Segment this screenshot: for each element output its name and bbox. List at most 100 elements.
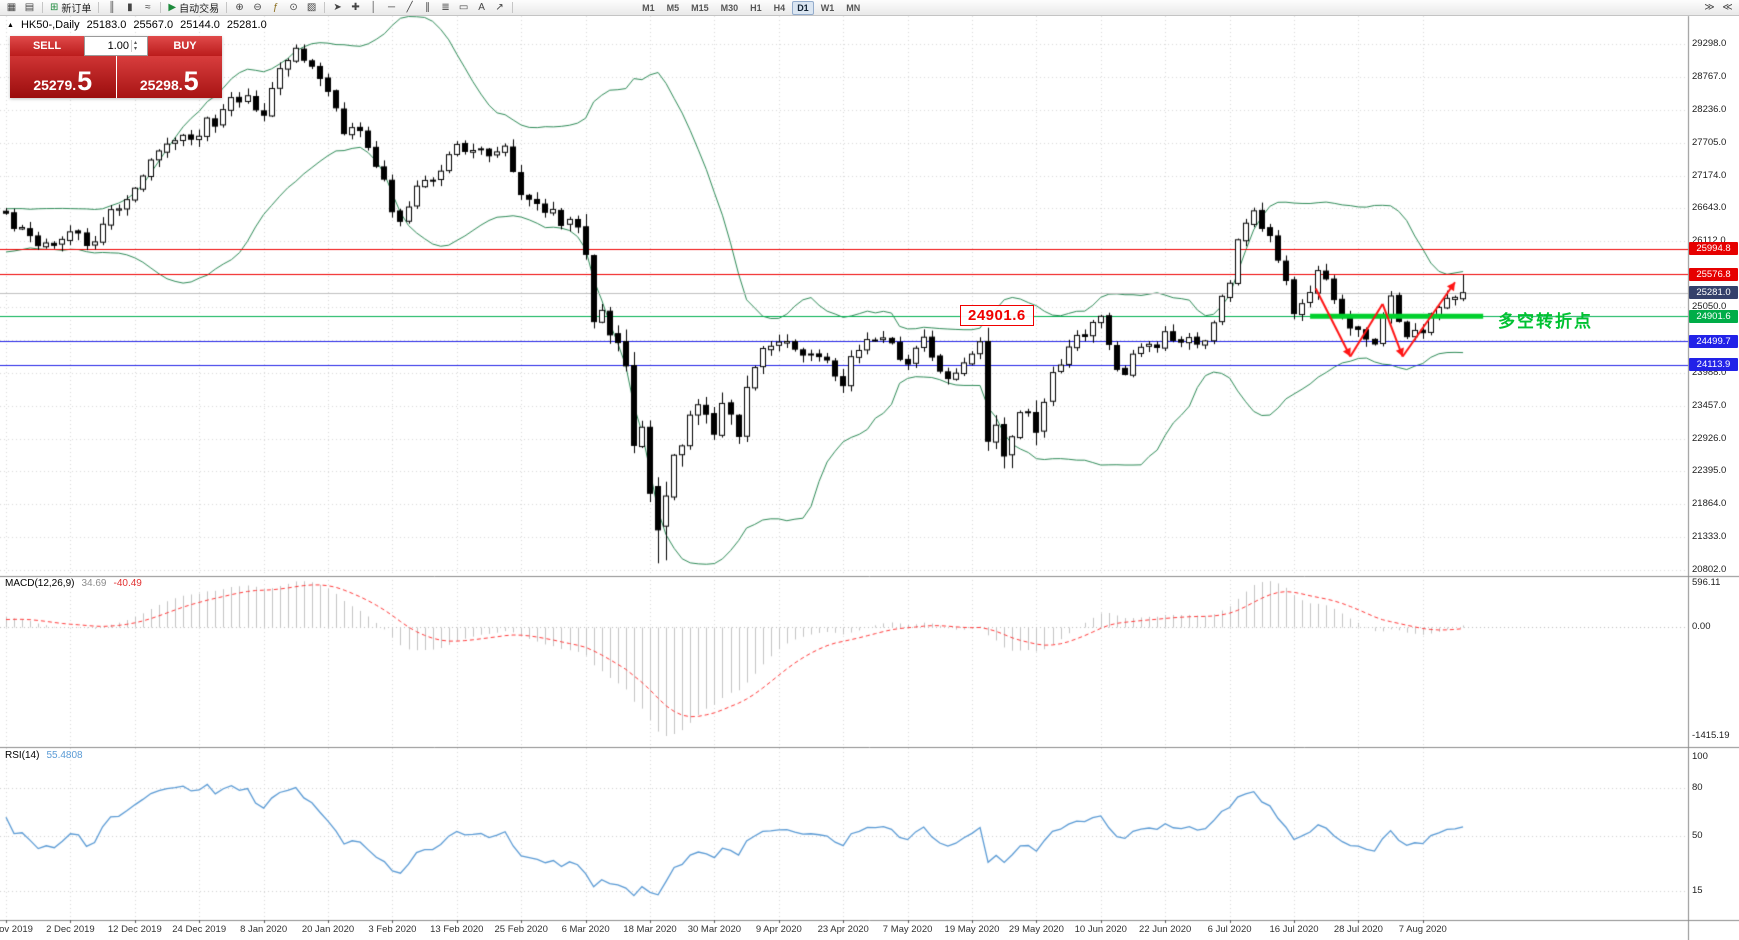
sell-price-main: 25279.	[33, 76, 77, 93]
shapes-button[interactable]: ▭	[455, 1, 472, 15]
price-scale-label: 26112.0	[1692, 235, 1726, 247]
auto-scroll-icon: ≪	[1722, 2, 1733, 13]
ohlc-open: 25183.0	[86, 19, 127, 31]
new-order-button-label: 新订单	[61, 4, 92, 15]
cursor-button[interactable]: ➤	[329, 1, 346, 15]
date-label: 25 Feb 2020	[494, 924, 548, 935]
pivot-annotation: 多空转折点	[1498, 312, 1593, 331]
symbol-info: ▲ HK50-,Daily 25183.0 25567.0 25144.0 25…	[7, 19, 267, 31]
sell-price-panel[interactable]: 25279. 5	[10, 56, 116, 98]
price-scale-label: 27705.0	[1692, 136, 1727, 148]
horizontal-line-button[interactable]: ─	[383, 1, 400, 15]
collapse-arrow-icon[interactable]: ▲	[7, 21, 14, 29]
macd-value-main: 34.69	[81, 578, 107, 589]
price-scale-label: 23988.0	[1692, 366, 1727, 378]
crosshair-button[interactable]: ✚	[347, 1, 364, 15]
date-label: 2 Dec 2019	[46, 924, 95, 935]
date-label: 3 Feb 2020	[368, 924, 417, 935]
arrow-objects-button[interactable]: ↗	[491, 1, 508, 15]
date-label: 29 May 2020	[1008, 924, 1064, 935]
date-label: 10 Jun 2020	[1074, 924, 1127, 935]
trendline-button[interactable]: ╱	[401, 1, 418, 15]
timeframe-m30-button[interactable]: M30	[720, 2, 739, 13]
price-scale-label: 22395.0	[1692, 465, 1727, 477]
timeframe-mn-button[interactable]: MN	[846, 2, 861, 13]
ohlc-low: 25144.0	[180, 19, 220, 31]
date-label: 23 Apr 2020	[817, 924, 869, 935]
toolbar-separator	[160, 2, 162, 13]
timeframe-h1-button[interactable]: H1	[750, 2, 762, 13]
chart-candles-button[interactable]: ▮	[121, 1, 138, 15]
rsi-axis-label: 15	[1692, 885, 1703, 897]
toolbar-separator	[226, 2, 228, 13]
date-label: 6 Mar 2020	[561, 924, 610, 935]
buy-price-panel[interactable]: 25298. 5	[115, 56, 222, 98]
price-scale-label: 25050.0	[1692, 301, 1727, 312]
price-scale-label: 21333.0	[1692, 531, 1727, 543]
text-label-icon: A	[478, 2, 485, 13]
date-label: 18 Mar 2020	[623, 924, 677, 935]
chart-bars-button[interactable]: ║	[103, 1, 120, 15]
volume-up-icon[interactable]: ▴	[134, 40, 138, 46]
profiles-button[interactable]: ▤	[21, 1, 38, 15]
zoom-out-button[interactable]: ⊖	[249, 1, 266, 15]
date-label: 24 Dec 2019	[172, 924, 227, 935]
zoom-in-button[interactable]: ⊕	[231, 1, 248, 15]
channel-button[interactable]: ∥	[419, 1, 436, 15]
chart-shift-icon: ≫	[1704, 2, 1715, 13]
periods-icon: ⊙	[289, 2, 298, 13]
price-scale-label: 29298.0	[1692, 38, 1727, 49]
date-label: 6 Jul 2020	[1207, 924, 1252, 935]
shapes-icon: ▭	[458, 2, 469, 13]
new-chart-button[interactable]: ▦	[3, 1, 20, 15]
text-label-button[interactable]: A	[473, 1, 490, 15]
price-tag-current-price: 25281.0	[1689, 286, 1738, 300]
new-order-button[interactable]: ⊞ 新订单	[47, 1, 94, 15]
timeframe-m15-button[interactable]: M15	[691, 2, 709, 13]
timeframe-m5-button[interactable]: M5	[666, 2, 680, 13]
price-tag-support-upper: 24499.7	[1689, 334, 1738, 348]
rsi-axis-label: 80	[1692, 782, 1703, 794]
templates-button[interactable]: ▨	[303, 1, 320, 15]
macd-axis-label: 596.11	[1692, 577, 1721, 588]
buy-button[interactable]: BUY	[148, 36, 222, 56]
price-scale-label: 22926.0	[1692, 432, 1727, 444]
sell-button[interactable]: SELL	[10, 36, 84, 56]
timeframe-m1-button[interactable]: M1	[642, 2, 655, 13]
volume-down-icon[interactable]: ▾	[134, 46, 138, 52]
ohlc-close: 25281.0	[226, 19, 267, 31]
timeframe-w1-button[interactable]: W1	[820, 2, 835, 13]
macd-axis-label: 0.00	[1692, 621, 1711, 632]
auto-scroll-button[interactable]: ≪	[1719, 1, 1736, 15]
price-tag-pivot-level: 24901.6	[1689, 309, 1738, 323]
price-tag-support-lower: 24113.9	[1689, 358, 1738, 372]
buy-price-pip: 5	[183, 66, 199, 97]
date-label: 19 May 2020	[944, 924, 1000, 935]
periods-button[interactable]: ⊙	[285, 1, 302, 15]
timeframe-h4-button[interactable]: H4	[773, 2, 786, 13]
chart-line-button[interactable]: ≈	[139, 1, 156, 15]
macd-name: MACD(12,26,9)	[5, 578, 75, 589]
sell-price-pip: 5	[77, 66, 93, 97]
rsi-value: 55.4808	[46, 750, 83, 761]
indicators-button[interactable]: ƒ	[267, 1, 284, 15]
rsi-axis-label: 50	[1692, 829, 1703, 841]
cursor-icon: ➤	[333, 2, 342, 13]
date-label: 22 Jun 2020	[1139, 924, 1192, 935]
vertical-line-button[interactable]: │	[365, 1, 382, 15]
price-scale-label: 20802.0	[1692, 564, 1727, 575]
auto-trading-icon: ▶	[168, 2, 177, 13]
arrow-objects-icon: ↗	[495, 2, 504, 13]
auto-trading-button[interactable]: ▶ 自动交易	[165, 1, 222, 15]
price-scale-label: 27174.0	[1692, 169, 1727, 181]
fibonacci-button[interactable]: ≣	[437, 1, 454, 15]
channel-icon: ∥	[425, 2, 431, 13]
timeframe-d1-button[interactable]: D1	[792, 0, 814, 15]
chart-shift-button[interactable]: ≫	[1701, 1, 1718, 15]
price-scale-label: 26643.0	[1692, 202, 1727, 214]
toolbar-separator	[512, 2, 514, 13]
volume-input[interactable]	[85, 40, 131, 52]
price-tag-resistance-upper: 25994.8	[1689, 242, 1738, 255]
